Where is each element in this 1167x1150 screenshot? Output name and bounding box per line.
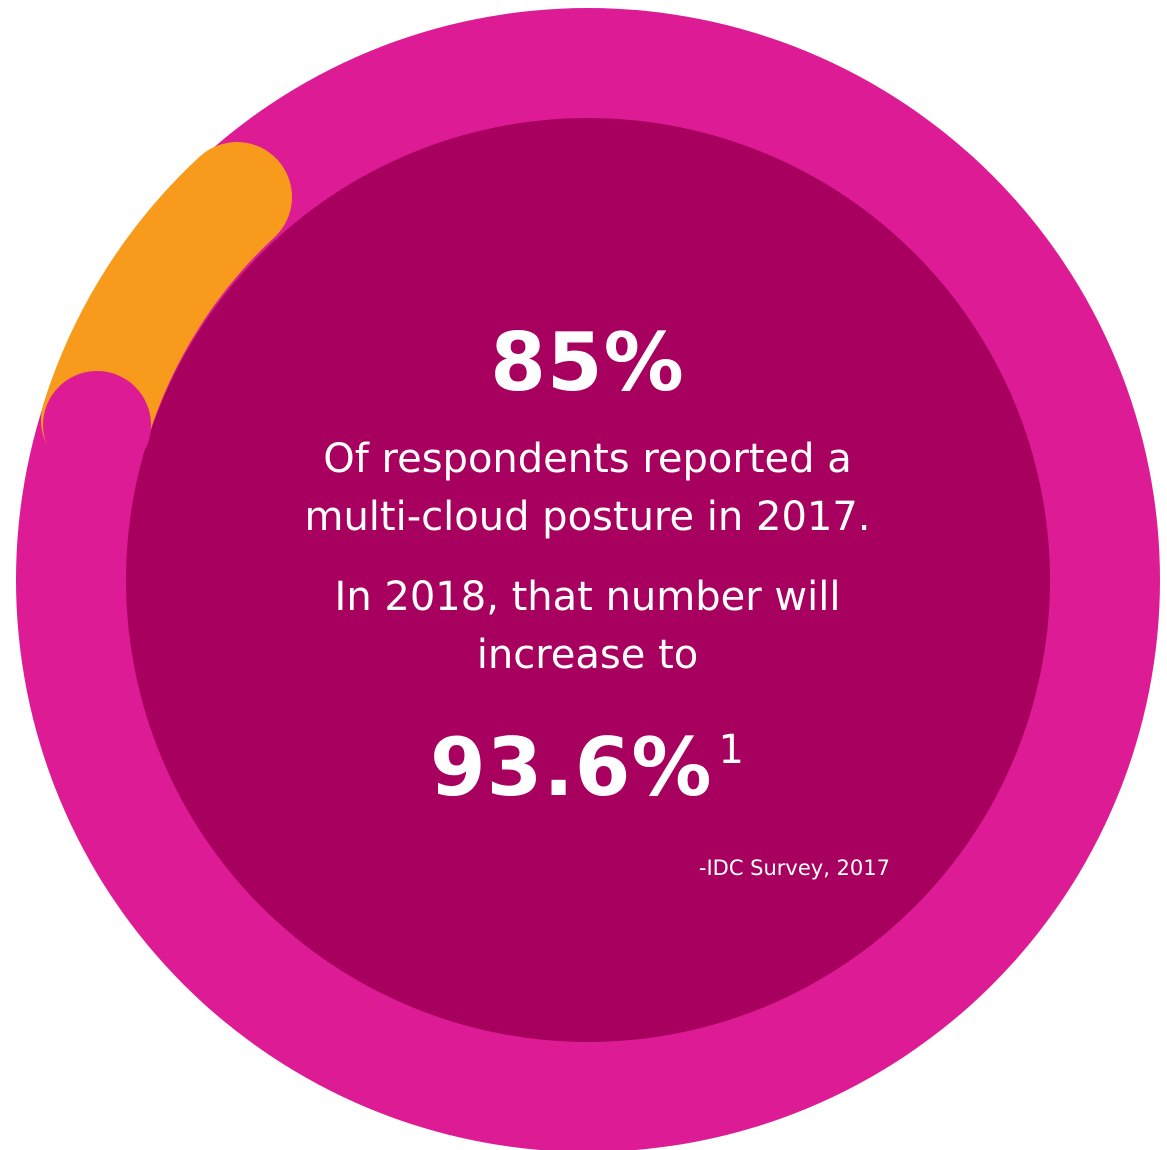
magenta-arc-left-cap [43,371,151,479]
inner-circle [126,118,1050,1042]
magenta-arc-top-cap [370,17,565,145]
